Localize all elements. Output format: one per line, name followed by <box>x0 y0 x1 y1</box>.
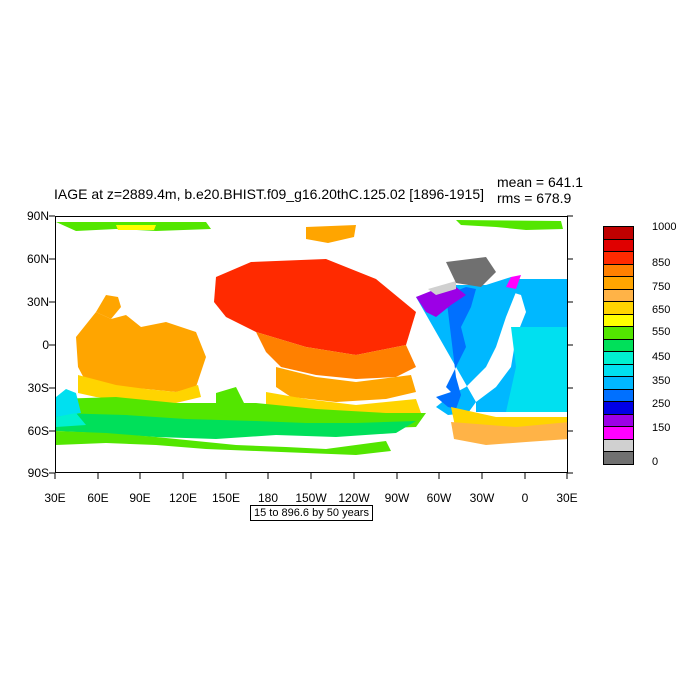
colorbar-swatch <box>603 313 634 327</box>
rms-stat: rms = 678.9 <box>497 190 572 206</box>
lon-label-30e: 30E <box>44 491 66 505</box>
colorbar-label: 650 <box>652 304 671 316</box>
map-title: IAGE at z=2889.4m, b.e20.BHIST.f09_g16.2… <box>54 186 485 202</box>
lat-label-90s: 90S <box>27 466 49 480</box>
colorbar-swatch <box>603 276 634 290</box>
colorbar-swatch <box>603 226 634 240</box>
lon-label-150e: 150E <box>211 491 241 505</box>
lat-label-0: 0 <box>42 338 49 352</box>
lon-label-90e: 90E <box>129 491 151 505</box>
lat-label-30n: 30N <box>26 295 49 309</box>
colorbar-swatch <box>603 288 634 302</box>
colorbar-swatch <box>603 338 634 352</box>
lon-label-150w: 150W <box>295 491 327 505</box>
lon-label-60w: 60W <box>426 491 452 505</box>
lon-label-90w: 90W <box>384 491 410 505</box>
colorbar-swatch <box>603 426 634 440</box>
lat-label-60n: 60N <box>26 252 49 266</box>
colorbar-swatch <box>603 451 634 465</box>
colorbar-swatch <box>603 413 634 427</box>
lon-label-0: 0 <box>521 491 529 505</box>
colorbar-swatch <box>603 326 634 340</box>
lat-label-90n: 90N <box>26 209 49 223</box>
colorbar-label: 450 <box>652 351 671 363</box>
colorbar-label: 850 <box>652 257 671 269</box>
lon-label-120e: 120E <box>168 491 198 505</box>
colorbar-swatch <box>603 351 634 365</box>
colorbar-swatch <box>603 301 634 315</box>
colorbar-swatch <box>603 263 634 277</box>
colorbar-label: 550 <box>652 326 671 338</box>
lon-label-30e-right: 30E <box>556 491 578 505</box>
colorbar-label: 1000 <box>652 221 677 233</box>
map-plot <box>55 216 568 473</box>
colorbar-label: 250 <box>652 398 671 410</box>
lon-label-30w: 30W <box>469 491 495 505</box>
lon-label-120w: 120W <box>338 491 370 505</box>
lon-label-60e: 60E <box>87 491 109 505</box>
colorbar-swatch <box>603 251 634 265</box>
mean-stat: mean = 641.1 <box>497 174 584 190</box>
contour-info-box: 15 to 896.6 by 50 years <box>250 505 373 521</box>
colorbar-swatch <box>603 438 634 452</box>
colorbar-swatch <box>603 388 634 402</box>
colorbar-label: 350 <box>652 375 671 387</box>
colorbar-swatch <box>603 376 634 390</box>
colorbar-swatch <box>603 238 634 252</box>
lat-label-30s: 30S <box>27 381 49 395</box>
colorbar-swatch <box>603 401 634 415</box>
lon-label-180: 180 <box>257 491 279 505</box>
colorbar-label: 750 <box>652 281 671 293</box>
colorbar-swatch <box>603 363 634 377</box>
ocean-age-field <box>56 220 567 455</box>
colorbar-label: 150 <box>652 422 671 434</box>
lat-label-60s: 60S <box>27 424 49 438</box>
colorbar-label: 0 <box>652 456 659 468</box>
